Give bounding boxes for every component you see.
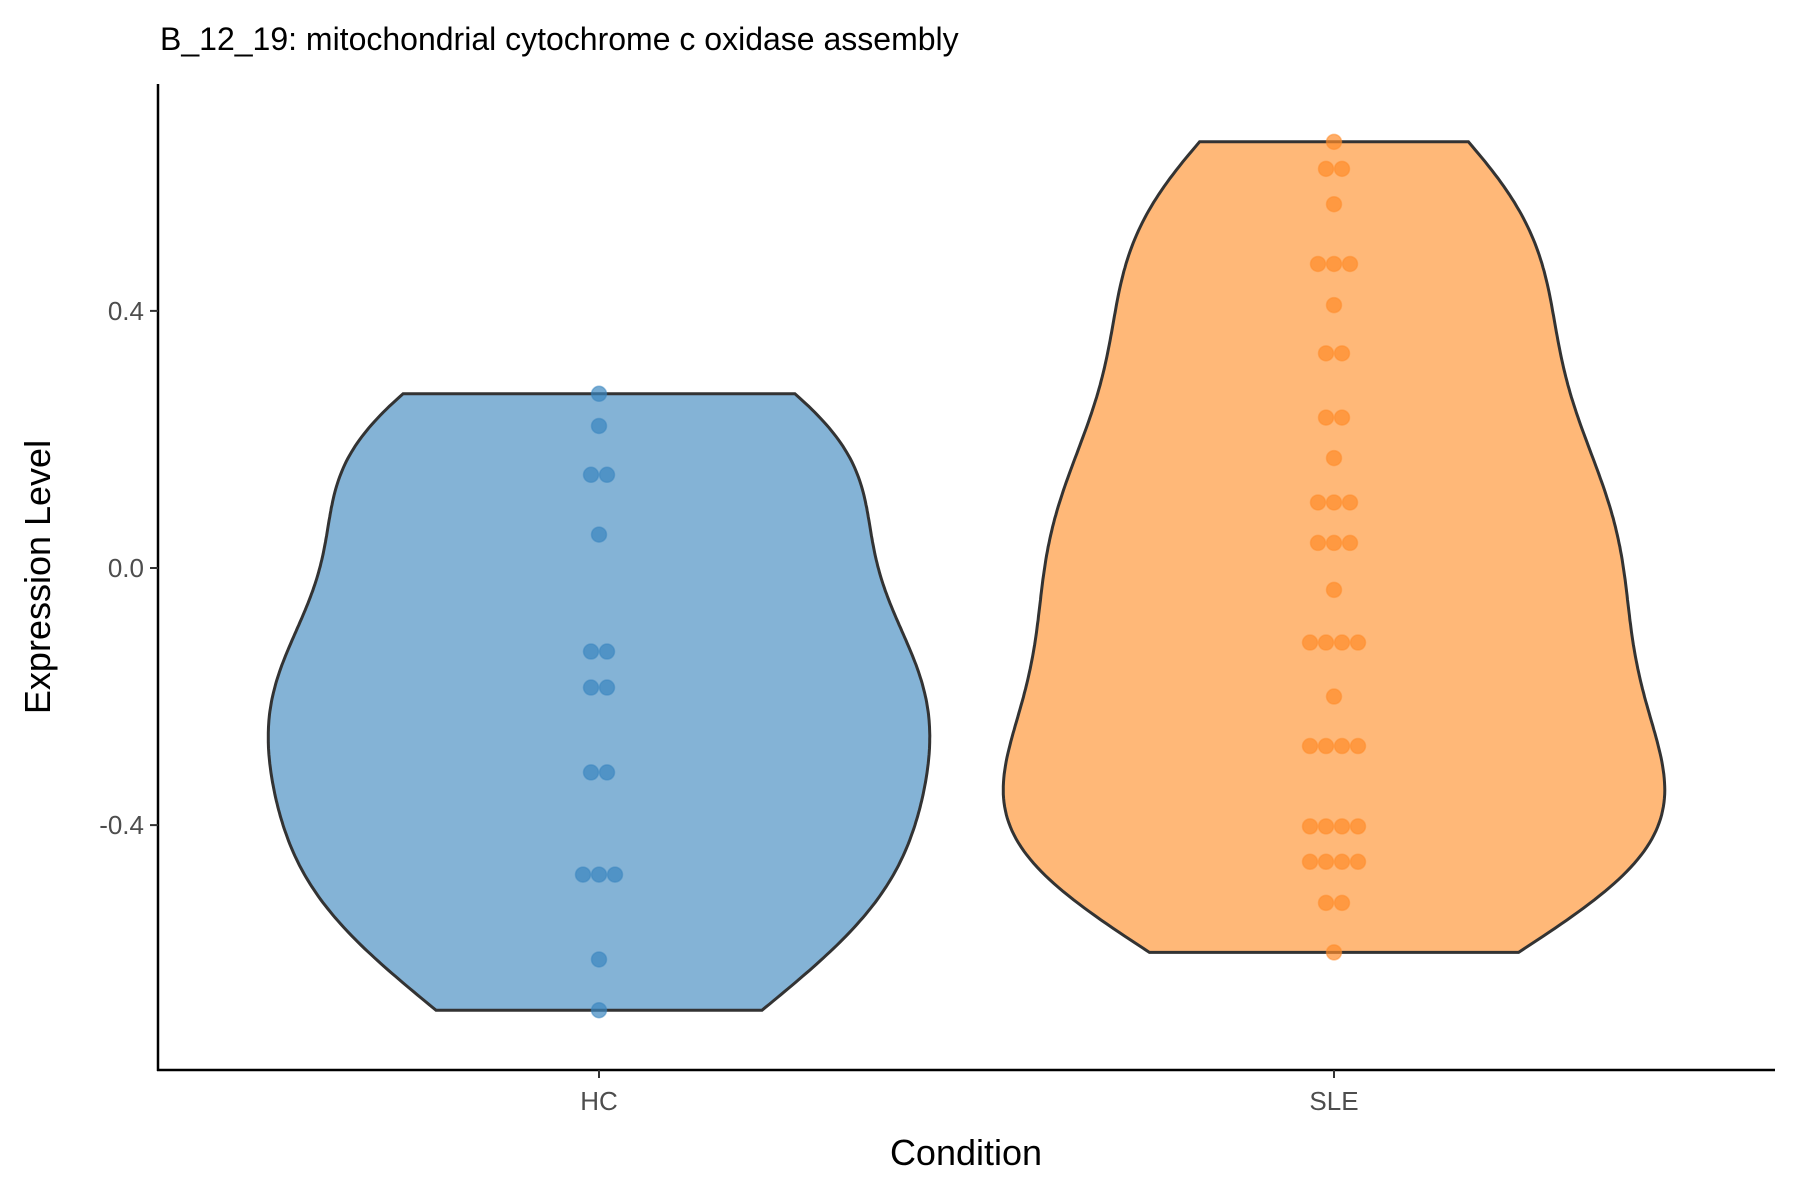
violin-hc — [266, 392, 932, 1012]
data-point-hc — [606, 866, 624, 883]
data-point-sle — [1325, 255, 1343, 273]
data-point-sle — [1325, 534, 1343, 552]
data-point-sle — [1349, 818, 1367, 835]
x-tick-label: SLE — [1309, 1086, 1358, 1116]
data-point-sle — [1325, 494, 1343, 511]
data-point-sle — [1325, 296, 1343, 314]
data-point-sle — [1333, 853, 1351, 870]
data-point-sle — [1325, 944, 1343, 961]
data-point-sle — [1325, 133, 1343, 151]
data-point-sle — [1317, 894, 1335, 912]
data-point-sle — [1325, 195, 1343, 213]
data-point-sle — [1309, 494, 1327, 511]
data-point-hc — [590, 1001, 608, 1019]
data-point-sle — [1349, 634, 1367, 651]
x-tick-label: HC — [580, 1086, 618, 1116]
data-point-sle — [1333, 894, 1351, 912]
data-point-sle — [1333, 160, 1351, 178]
data-point-sle — [1333, 737, 1351, 755]
data-point-sle — [1349, 853, 1367, 870]
data-point-sle — [1301, 818, 1319, 835]
data-point-sle — [1317, 345, 1335, 362]
data-point-sle — [1325, 449, 1343, 467]
y-tick-label: -0.4 — [99, 810, 144, 840]
y-tick-label: 0.0 — [108, 553, 144, 583]
data-point-hc — [590, 866, 608, 883]
data-point-sle — [1325, 581, 1343, 599]
data-point-sle — [1301, 737, 1319, 755]
data-point-hc — [598, 764, 616, 781]
data-point-hc — [590, 385, 608, 403]
y-axis-label: Expression Level — [17, 440, 58, 714]
data-point-sle — [1333, 345, 1351, 362]
data-point-sle — [1317, 409, 1335, 426]
data-point-sle — [1341, 494, 1359, 511]
y-tick-label: 0.4 — [108, 296, 144, 326]
violins-layer — [266, 140, 1667, 1012]
data-point-hc — [574, 866, 592, 883]
data-point-sle — [1333, 409, 1351, 426]
data-point-hc — [582, 679, 600, 696]
data-point-hc — [598, 466, 616, 484]
data-point-sle — [1317, 160, 1335, 178]
data-point-sle — [1325, 688, 1343, 705]
x-axis-label: Condition — [890, 1132, 1042, 1173]
data-point-hc — [598, 643, 616, 660]
data-point-hc — [582, 643, 600, 660]
data-point-sle — [1333, 818, 1351, 835]
data-point-sle — [1317, 818, 1335, 835]
data-point-sle — [1349, 737, 1367, 755]
data-point-hc — [590, 951, 608, 968]
data-point-sle — [1341, 534, 1359, 552]
data-point-sle — [1341, 255, 1359, 273]
chart-title: B_12_19: mitochondrial cytochrome c oxid… — [160, 21, 959, 57]
data-point-sle — [1309, 255, 1327, 273]
data-point-sle — [1301, 634, 1319, 651]
data-point-sle — [1309, 534, 1327, 552]
data-point-sle — [1333, 634, 1351, 651]
data-point-hc — [598, 679, 616, 696]
points-layer — [574, 133, 1367, 1019]
data-point-hc — [590, 526, 608, 543]
data-point-hc — [582, 466, 600, 484]
data-point-hc — [590, 417, 608, 435]
data-point-sle — [1301, 853, 1319, 870]
data-point-sle — [1317, 737, 1335, 755]
x-ticks: HC SLE — [580, 1070, 1359, 1116]
data-point-sle — [1317, 853, 1335, 870]
y-ticks: 0.4 0.0 -0.4 — [99, 296, 158, 840]
data-point-hc — [582, 764, 600, 781]
data-point-sle — [1317, 634, 1335, 651]
